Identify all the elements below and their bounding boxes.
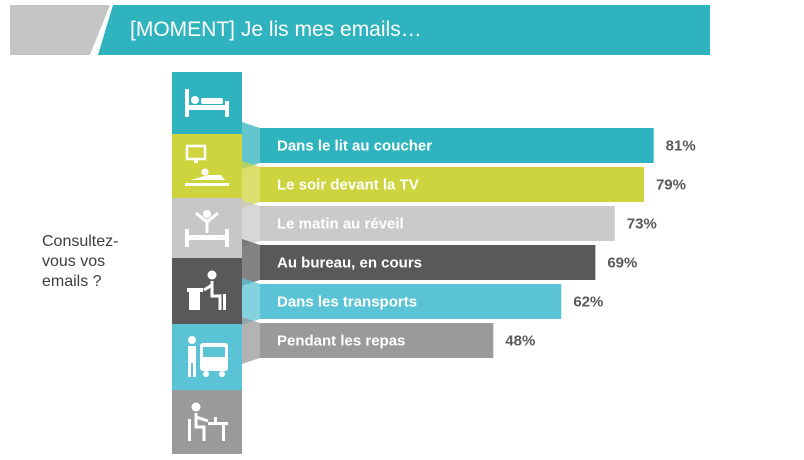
meal-icon xyxy=(188,402,228,441)
question-text: Consultez- vous vos emails ? xyxy=(42,232,152,292)
tv-lounge-icon xyxy=(185,144,229,186)
bar-value-label: 81% xyxy=(666,138,696,155)
bar xyxy=(260,245,596,280)
bar-value-label: 73% xyxy=(627,216,657,233)
bar-value-label: 79% xyxy=(656,177,686,194)
bar-category-label: Le matin au réveil xyxy=(277,216,404,233)
question-line-3: emails ? xyxy=(42,273,102,290)
question-line-2: vous vos xyxy=(42,253,106,270)
bar-connector xyxy=(242,317,260,364)
desk-work-icon xyxy=(187,270,226,310)
icon-strip xyxy=(172,72,242,454)
bar-value-label: 69% xyxy=(607,255,637,272)
bar-value-label: 62% xyxy=(573,294,603,311)
bar xyxy=(260,206,615,241)
bar xyxy=(260,167,644,202)
bed-icon xyxy=(185,89,229,117)
bar-connector xyxy=(242,161,260,208)
bar-category-label: Au bureau, en cours xyxy=(277,255,422,272)
bar xyxy=(260,128,654,163)
icon-block-bus xyxy=(172,324,242,390)
bar-connector xyxy=(242,122,260,169)
question-line-1: Consultez- xyxy=(42,233,119,250)
bus-icon xyxy=(188,336,228,377)
bar-category-label: Le soir devant la TV xyxy=(277,177,419,194)
icon-block-tv xyxy=(172,134,242,198)
bar-connector xyxy=(242,278,260,325)
bar-connector xyxy=(242,200,260,247)
bar-value-label: 48% xyxy=(505,333,535,350)
icon-block-desk xyxy=(172,258,242,324)
bar-category-label: Pendant les repas xyxy=(277,333,405,350)
bar-category-label: Dans les transports xyxy=(277,294,417,311)
header-banner xyxy=(98,5,710,55)
bar-category-label: Dans le lit au coucher xyxy=(277,138,432,155)
icon-block-wakeup xyxy=(172,198,242,258)
icon-block-bed xyxy=(172,72,242,134)
bar xyxy=(260,284,562,319)
wake-up-icon xyxy=(185,210,229,247)
page-title: [MOMENT] Je lis mes emails… xyxy=(130,18,422,41)
bar xyxy=(260,323,494,358)
icon-block-meal xyxy=(172,390,242,454)
bar-connector xyxy=(242,239,260,286)
